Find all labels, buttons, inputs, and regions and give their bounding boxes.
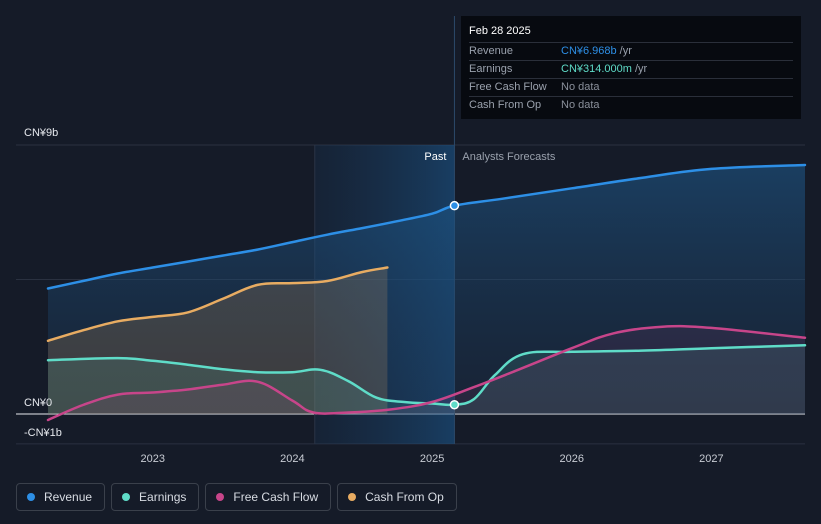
tooltip-row-earnings: Earnings CN¥314.000m /yr: [469, 61, 793, 79]
legend-dot-icon: [122, 493, 131, 501]
tooltip-value: CN¥314.000m: [561, 63, 632, 75]
legend-dot-icon: [27, 493, 35, 501]
series-lines: [46, 163, 807, 422]
legend-label: Free Cash Flow: [233, 490, 319, 504]
earnings-line: [46, 344, 807, 407]
cash-from-op-line: [46, 266, 389, 343]
tooltip-label: Earnings: [469, 63, 513, 75]
revenue-point: [449, 200, 460, 211]
earnings-point: [449, 399, 460, 410]
legend-item-earnings[interactable]: Earnings: [111, 483, 200, 511]
tooltip-unit: /yr: [619, 45, 632, 57]
tooltip-value: CN¥6.968b: [561, 45, 617, 57]
y-tick-label: -CN¥1b: [24, 427, 62, 439]
tooltip-date: Feb 28 2025: [469, 24, 793, 43]
forecast-label: Analysts Forecasts: [462, 151, 555, 163]
x-tick-label: 2027: [699, 453, 723, 465]
axis-labels: CN¥9b CN¥0 -CN¥1b 2023 2024 2025 2026 2027 Past A…: [24, 127, 724, 465]
tooltip-value: No data: [561, 99, 600, 111]
legend-item-free-cash-flow[interactable]: Free Cash Flow: [205, 483, 332, 511]
revenue-line: [46, 163, 807, 290]
x-tick-label: 2023: [141, 453, 165, 465]
highlight-points: [449, 200, 460, 410]
x-tick-label: 2025: [420, 453, 444, 465]
tooltip-label: Revenue: [469, 45, 514, 57]
tooltip-unit: /yr: [634, 63, 648, 75]
tooltip-value: No data: [561, 81, 600, 93]
legend-item-cash-from-op[interactable]: Cash From Op: [337, 483, 457, 511]
legend-label: Earnings: [139, 490, 187, 504]
y-tick-label: CN¥9b: [24, 127, 58, 139]
tooltip-label: Cash From Op: [469, 99, 542, 111]
free-cash-flow-area: [48, 326, 805, 420]
legend-label: Cash From Op: [365, 490, 444, 504]
legend-dot-icon: [348, 493, 357, 501]
tooltip-row-free-cash-flow: Free Cash Flow No data: [469, 79, 793, 97]
legend: Revenue Earnings Free Cash Flow Cash Fro…: [16, 483, 457, 511]
tooltip-row-cash-from-op: Cash From Op No data: [469, 97, 793, 114]
x-tick-label: 2024: [280, 453, 304, 465]
cash-from-op-area: [48, 267, 388, 414]
earnings-area: [48, 345, 805, 414]
tooltip-row-revenue: Revenue CN¥6.968b /yr: [469, 43, 793, 61]
past-label: Past: [424, 151, 446, 163]
x-tick-label: 2026: [560, 453, 584, 465]
tooltip-label: Free Cash Flow: [469, 81, 547, 93]
legend-item-revenue[interactable]: Revenue: [16, 483, 106, 511]
y-tick-label: CN¥0: [24, 397, 52, 409]
legend-dot-icon: [216, 493, 225, 501]
tooltip: Feb 28 2025 Revenue CN¥6.968b /yr Earnin…: [461, 16, 801, 119]
legend-label: Revenue: [44, 490, 93, 504]
free-cash-flow-line: [46, 324, 807, 422]
